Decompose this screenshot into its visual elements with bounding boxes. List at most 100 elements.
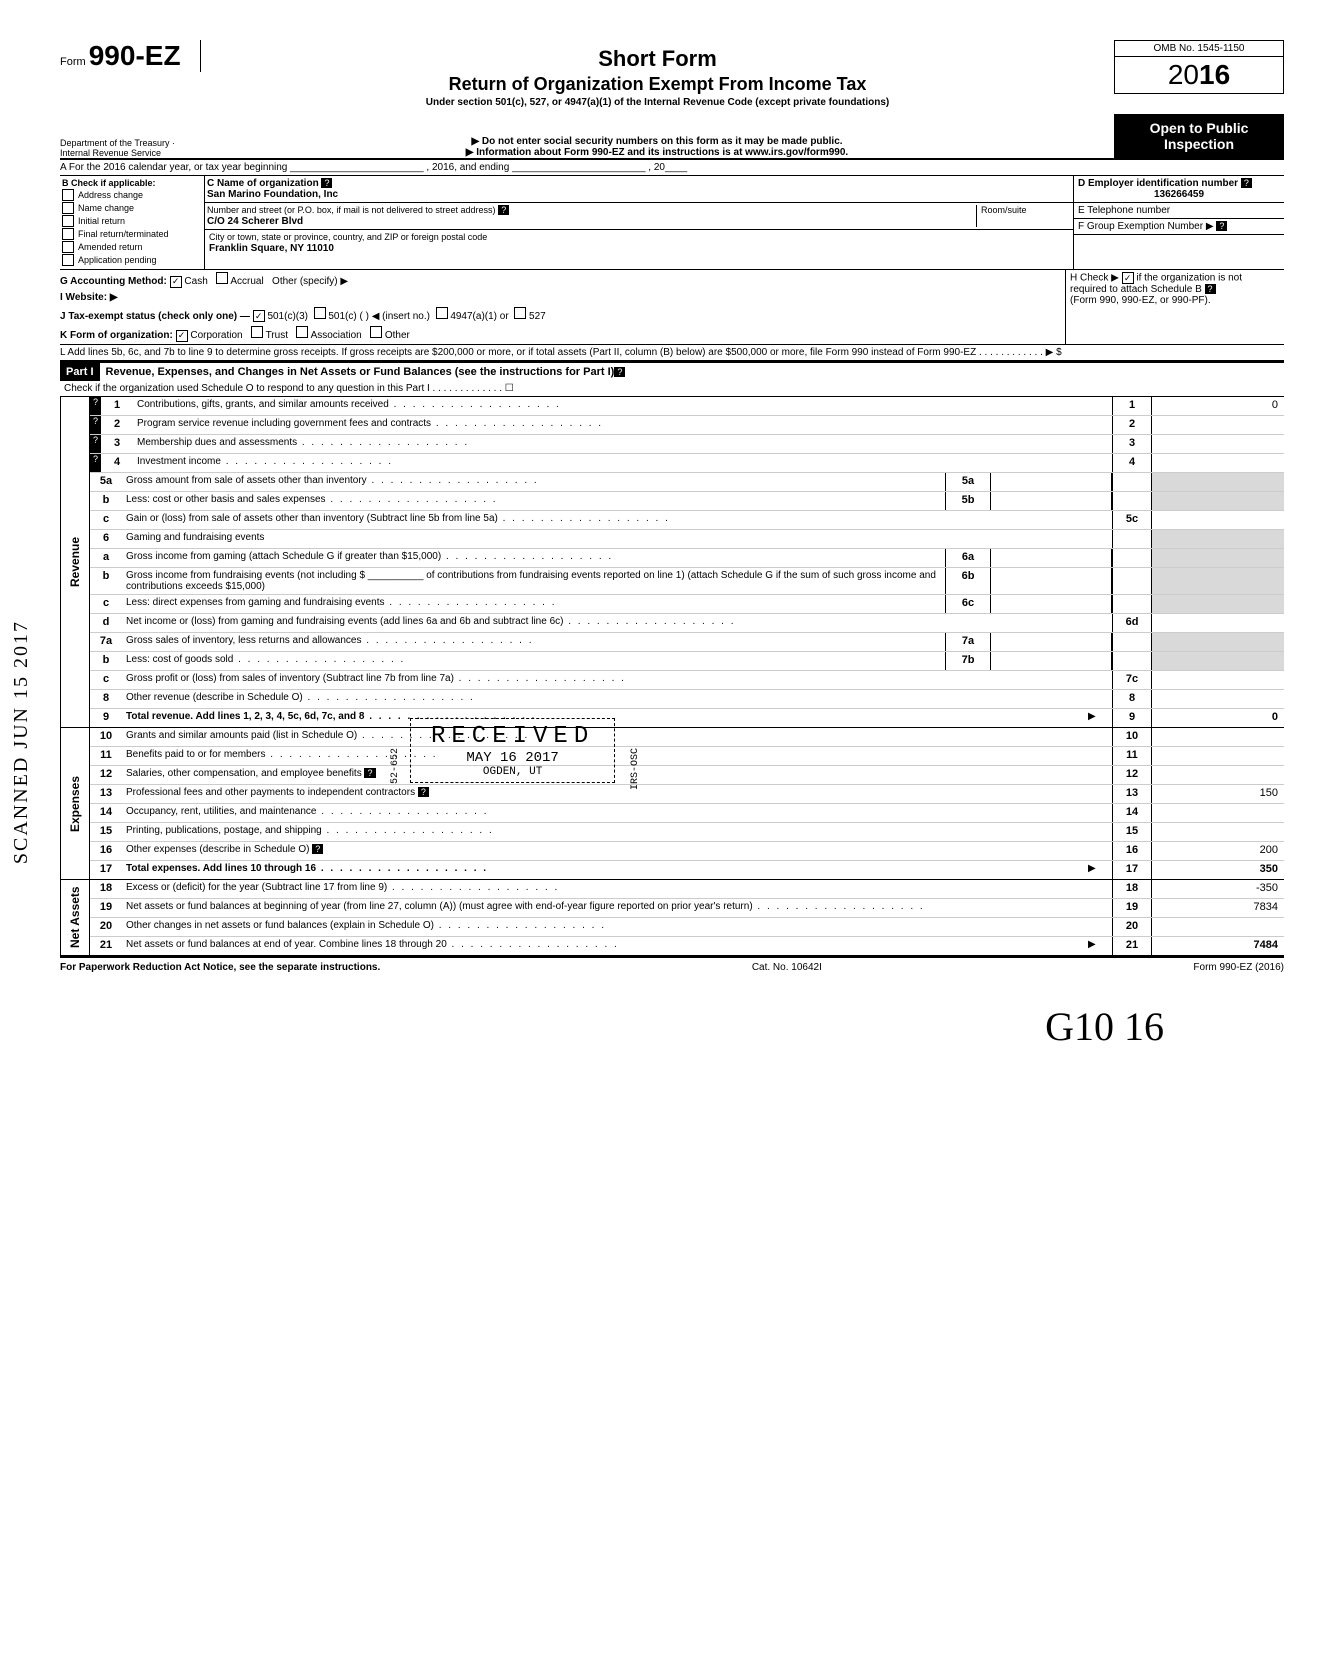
year-bold: 16 <box>1199 59 1230 90</box>
help-icon: ? <box>614 367 625 377</box>
scanned-stamp: SCANNED JUN 15 2017 <box>10 620 33 864</box>
checkbox-name-change[interactable] <box>62 202 74 214</box>
footer-right: Form 990-EZ (2016) <box>1193 962 1284 973</box>
org-name: San Marino Foundation, Inc <box>207 189 338 200</box>
checkbox-4947[interactable] <box>436 307 448 319</box>
line14-text: Occupancy, rent, utilities, and maintena… <box>122 804 1112 822</box>
help-icon: ? <box>418 787 429 797</box>
row-g-h: G Accounting Method: Cash Accrual Other … <box>60 270 1284 345</box>
k-label: K Form of organization: <box>60 330 173 341</box>
checkbox-assoc[interactable] <box>296 326 308 338</box>
line3-value <box>1151 435 1284 453</box>
room-suite-label: Room/suite <box>976 205 1071 227</box>
line16-value: 200 <box>1151 842 1284 860</box>
checkbox-501c3[interactable] <box>253 310 265 322</box>
label-final-return: Final return/terminated <box>78 229 169 239</box>
side-net-assets: Net Assets <box>60 880 90 956</box>
revenue-block: Revenue ?1Contributions, gifts, grants, … <box>60 397 1284 728</box>
line10-text: Grants and similar amounts paid (list in… <box>122 728 1112 746</box>
line5b-text: Less: cost or other basis and sales expe… <box>122 492 945 510</box>
part1-header: Part I Revenue, Expenses, and Changes in… <box>60 361 1284 381</box>
line6c-text: Less: direct expenses from gaming and fu… <box>122 595 945 613</box>
form-prefix: Form <box>60 56 86 68</box>
line6a-text: Gross income from gaming (attach Schedul… <box>122 549 945 567</box>
label-corp: Corporation <box>190 330 242 341</box>
line7b-text: Less: cost of goods sold <box>122 652 945 670</box>
label-cash: Cash <box>184 276 207 287</box>
line21-value: 7484 <box>1151 937 1284 955</box>
street-label: Number and street (or P.O. box, if mail … <box>207 205 495 215</box>
line2-text: Program service revenue including govern… <box>133 416 1112 434</box>
label-501c: 501(c) ( ) ◀ (insert no.) <box>328 311 430 322</box>
checkbox-amended[interactable] <box>62 241 74 253</box>
line5c-text: Gain or (loss) from sale of assets other… <box>122 511 1112 529</box>
checkbox-other-org[interactable] <box>370 326 382 338</box>
stamp-received: RECEIVED <box>431 723 594 750</box>
footer-left: For Paperwork Reduction Act Notice, see … <box>60 962 380 973</box>
checkbox-accrual[interactable] <box>216 272 228 284</box>
line3-text: Membership dues and assessments <box>133 435 1112 453</box>
checkbox-cash[interactable] <box>170 276 182 288</box>
f-label: F Group Exemption Number ▶ <box>1078 221 1214 232</box>
block-bcdef: B Check if applicable: Address change Na… <box>60 176 1284 270</box>
label-4947: 4947(a)(1) or <box>450 311 508 322</box>
checkbox-trust[interactable] <box>251 326 263 338</box>
dept-label: Department of the Treasury · Internal Re… <box>60 138 200 158</box>
line9-value: 0 <box>1151 709 1284 727</box>
part1-label: Part I <box>60 363 100 381</box>
open-public: Open to Public Inspection <box>1114 114 1284 158</box>
checkbox-527[interactable] <box>514 307 526 319</box>
line7c-text: Gross profit or (loss) from sales of inv… <box>122 671 1112 689</box>
h-label-3: (Form 990, 990-EZ, or 990-PF). <box>1070 295 1211 306</box>
stamp-left-code: 52-652 <box>390 748 401 784</box>
help-icon: ? <box>90 416 101 434</box>
checkbox-final-return[interactable] <box>62 228 74 240</box>
side-expenses: Expenses <box>60 728 90 880</box>
line17-value: 350 <box>1151 861 1284 879</box>
label-name-change: Name change <box>78 203 134 213</box>
under-section: Under section 501(c), 527, or 4947(a)(1)… <box>211 97 1104 108</box>
tax-year: 2016 <box>1114 57 1284 94</box>
c-name-label: C Name of organization <box>207 178 319 189</box>
stamp-ogden: OGDEN, UT <box>431 766 594 778</box>
form-number-box: Form 990-EZ <box>60 40 201 72</box>
label-amended: Amended return <box>78 242 143 252</box>
line21-text: Net assets or fund balances at end of ye… <box>122 937 1084 955</box>
h-label-1: H Check ▶ <box>1070 273 1119 284</box>
checkbox-address-change[interactable] <box>62 189 74 201</box>
received-stamp: RECEIVED MAY 16 2017 OGDEN, UT <box>410 718 615 783</box>
line4-value <box>1151 454 1284 472</box>
help-icon: ? <box>1205 284 1216 294</box>
line4-text: Investment income <box>133 454 1112 472</box>
line17-text: Total expenses. Add lines 10 through 16 <box>122 861 1084 879</box>
stamp-date: MAY 16 2017 <box>431 750 594 766</box>
g-label: G Accounting Method: <box>60 276 167 287</box>
line18-value: -350 <box>1151 880 1284 898</box>
checkbox-initial-return[interactable] <box>62 215 74 227</box>
line12-text: Salaries, other compensation, and employ… <box>122 766 1112 784</box>
checkbox-501c[interactable] <box>314 307 326 319</box>
help-icon: ? <box>312 844 323 854</box>
net-assets-block: Net Assets 18Excess or (deficit) for the… <box>60 880 1284 956</box>
form-title: Short Form <box>211 46 1104 72</box>
info-link: ▶ Information about Form 990-EZ and its … <box>200 147 1114 158</box>
help-icon: ? <box>1241 178 1252 188</box>
line11-text: Benefits paid to or for members <box>122 747 1112 765</box>
line1-value: 0 <box>1151 397 1284 415</box>
ssn-warning: ▶ Do not enter social security numbers o… <box>200 136 1114 147</box>
checkbox-corp[interactable] <box>176 330 188 342</box>
line13-text: Professional fees and other payments to … <box>122 785 1112 803</box>
omb-number: OMB No. 1545-1150 <box>1114 40 1284 57</box>
i-website: I Website: ▶ <box>60 290 1065 305</box>
part1-check: Check if the organization used Schedule … <box>60 381 1284 397</box>
label-initial-return: Initial return <box>78 216 125 226</box>
checkbox-pending[interactable] <box>62 254 74 266</box>
help-icon: ? <box>90 397 101 415</box>
form-header: Form 990-EZ Short Form Return of Organiz… <box>60 40 1284 114</box>
label-501c3: 501(c)(3) <box>267 311 308 322</box>
line6b-pre: Gross income from fundraising events (no… <box>126 570 365 581</box>
city: Franklin Square, NY 11010 <box>209 243 334 254</box>
checkbox-h[interactable] <box>1122 272 1134 284</box>
label-other-method: Other (specify) ▶ <box>272 276 348 287</box>
expenses-block: Expenses 10Grants and similar amounts pa… <box>60 728 1284 880</box>
